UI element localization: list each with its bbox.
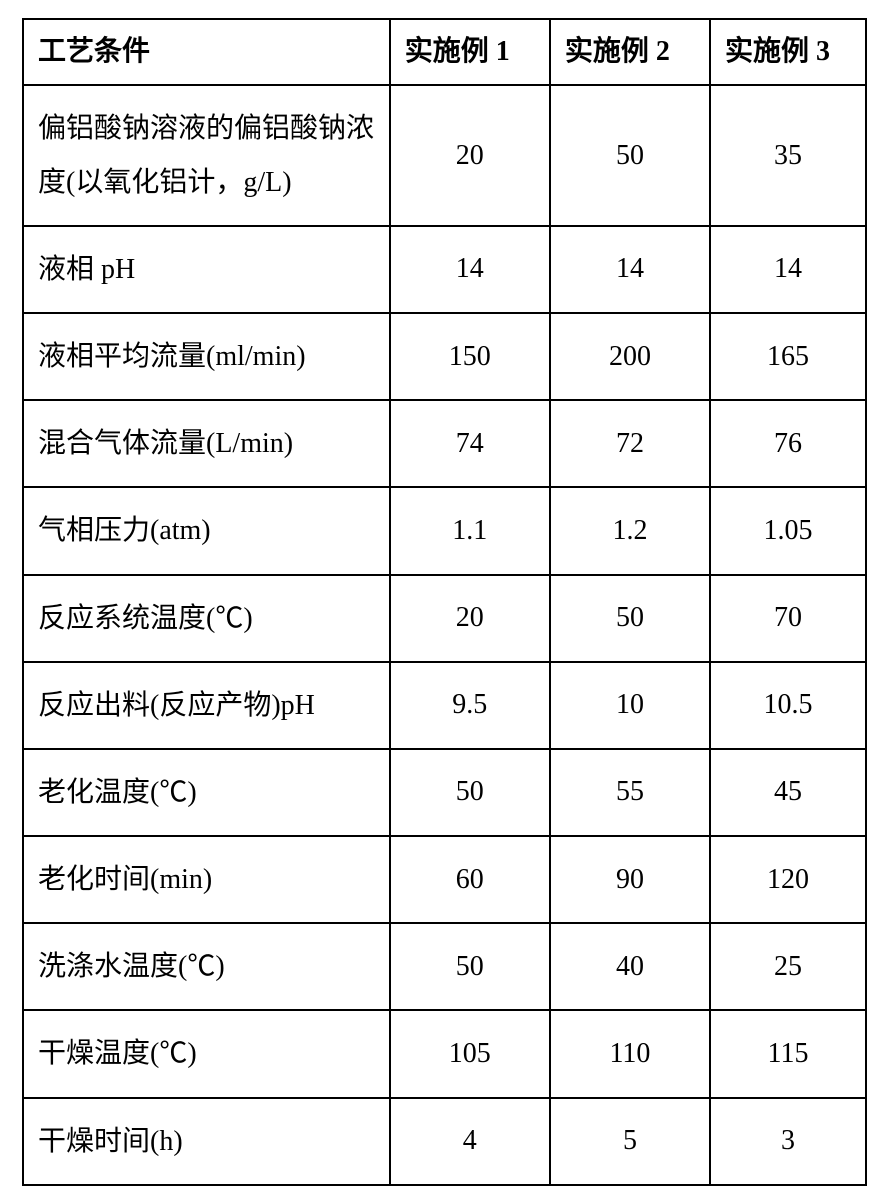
row-value-ex2: 14	[550, 226, 710, 313]
table-row: 偏铝酸钠溶液的偏铝酸钠浓度(以氧化铝计，g/L)205035	[23, 85, 866, 225]
table-row: 干燥温度(℃)105110115	[23, 1010, 866, 1097]
process-conditions-table: 工艺条件 实施例 1 实施例 2 实施例 3 偏铝酸钠溶液的偏铝酸钠浓度(以氧化…	[22, 18, 867, 1186]
row-value-ex3: 76	[710, 400, 866, 487]
row-value-ex1: 50	[390, 749, 550, 836]
table-row: 洗涤水温度(℃)504025	[23, 923, 866, 1010]
table-row: 气相压力(atm)1.11.21.05	[23, 487, 866, 574]
row-value-ex1: 20	[390, 575, 550, 662]
row-value-ex3: 3	[710, 1098, 866, 1185]
row-label: 气相压力(atm)	[23, 487, 390, 574]
table-row: 液相 pH141414	[23, 226, 866, 313]
row-label: 混合气体流量(L/min)	[23, 400, 390, 487]
table-row: 混合气体流量(L/min)747276	[23, 400, 866, 487]
row-value-ex2: 5	[550, 1098, 710, 1185]
row-value-ex2: 72	[550, 400, 710, 487]
process-conditions-table-container: 工艺条件 实施例 1 实施例 2 实施例 3 偏铝酸钠溶液的偏铝酸钠浓度(以氧化…	[0, 0, 889, 1204]
row-label: 偏铝酸钠溶液的偏铝酸钠浓度(以氧化铝计，g/L)	[23, 85, 390, 225]
row-value-ex1: 14	[390, 226, 550, 313]
header-example-2: 实施例 2	[550, 19, 710, 85]
table-row: 反应系统温度(℃)205070	[23, 575, 866, 662]
row-value-ex3: 115	[710, 1010, 866, 1097]
row-value-ex3: 25	[710, 923, 866, 1010]
row-value-ex2: 40	[550, 923, 710, 1010]
row-label: 反应出料(反应产物)pH	[23, 662, 390, 749]
table-row: 老化温度(℃)505545	[23, 749, 866, 836]
row-value-ex3: 10.5	[710, 662, 866, 749]
row-label: 老化温度(℃)	[23, 749, 390, 836]
header-example-3: 实施例 3	[710, 19, 866, 85]
row-value-ex2: 110	[550, 1010, 710, 1097]
table-header-row: 工艺条件 实施例 1 实施例 2 实施例 3	[23, 19, 866, 85]
row-label: 干燥温度(℃)	[23, 1010, 390, 1097]
header-example-1: 实施例 1	[390, 19, 550, 85]
row-label: 液相平均流量(ml/min)	[23, 313, 390, 400]
row-value-ex2: 200	[550, 313, 710, 400]
header-parameter: 工艺条件	[23, 19, 390, 85]
row-value-ex2: 1.2	[550, 487, 710, 574]
row-value-ex2: 50	[550, 85, 710, 225]
row-label: 洗涤水温度(℃)	[23, 923, 390, 1010]
row-value-ex1: 9.5	[390, 662, 550, 749]
row-label: 液相 pH	[23, 226, 390, 313]
row-value-ex2: 90	[550, 836, 710, 923]
row-value-ex1: 105	[390, 1010, 550, 1097]
row-value-ex3: 35	[710, 85, 866, 225]
row-value-ex2: 55	[550, 749, 710, 836]
row-value-ex1: 1.1	[390, 487, 550, 574]
table-row: 干燥时间(h)453	[23, 1098, 866, 1185]
table-body: 偏铝酸钠溶液的偏铝酸钠浓度(以氧化铝计，g/L)205035液相 pH14141…	[23, 85, 866, 1184]
row-value-ex2: 50	[550, 575, 710, 662]
row-value-ex3: 1.05	[710, 487, 866, 574]
row-value-ex1: 150	[390, 313, 550, 400]
row-value-ex2: 10	[550, 662, 710, 749]
row-value-ex3: 165	[710, 313, 866, 400]
row-label: 老化时间(min)	[23, 836, 390, 923]
table-row: 液相平均流量(ml/min)150200165	[23, 313, 866, 400]
row-value-ex3: 14	[710, 226, 866, 313]
row-label: 反应系统温度(℃)	[23, 575, 390, 662]
row-value-ex1: 60	[390, 836, 550, 923]
table-row: 老化时间(min)6090120	[23, 836, 866, 923]
row-value-ex3: 45	[710, 749, 866, 836]
row-value-ex1: 74	[390, 400, 550, 487]
row-label: 干燥时间(h)	[23, 1098, 390, 1185]
row-value-ex3: 70	[710, 575, 866, 662]
table-row: 反应出料(反应产物)pH9.51010.5	[23, 662, 866, 749]
row-value-ex1: 4	[390, 1098, 550, 1185]
row-value-ex1: 20	[390, 85, 550, 225]
row-value-ex1: 50	[390, 923, 550, 1010]
row-value-ex3: 120	[710, 836, 866, 923]
